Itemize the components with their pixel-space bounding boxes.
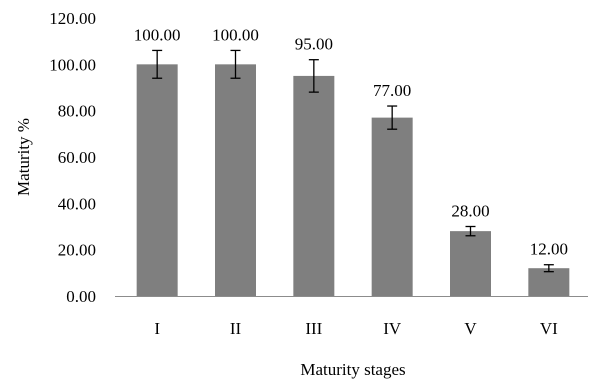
y-tick-label: 60.00 — [58, 148, 96, 167]
x-tick-label: III — [305, 319, 322, 338]
y-tick-label: 40.00 — [58, 194, 96, 213]
x-tick-label: VI — [540, 319, 558, 338]
x-tick-label: I — [154, 319, 160, 338]
bar — [293, 75, 335, 297]
x-tick-label: II — [230, 319, 242, 338]
y-tick-label: 80.00 — [58, 102, 96, 121]
data-label: 12.00 — [530, 240, 568, 259]
data-label: 95.00 — [295, 35, 333, 54]
y-axis-ticks: 0.00 20.00 40.00 60.00 80.00 100.00 120.00 — [49, 9, 96, 306]
y-tick-label: 0.00 — [66, 287, 96, 306]
y-tick-label: 120.00 — [49, 9, 96, 28]
bar — [450, 231, 491, 296]
data-labels: 100.00 100.00 95.00 77.00 28.00 12.00 — [134, 25, 568, 258]
x-axis-ticks: I II III IV V VI — [154, 319, 558, 338]
y-axis-title: Maturity % — [14, 118, 33, 196]
x-tick-label: IV — [383, 319, 402, 338]
data-label: 28.00 — [451, 202, 489, 221]
data-label: 100.00 — [212, 25, 259, 44]
bars — [136, 64, 570, 297]
x-axis-title: Maturity stages — [300, 360, 405, 379]
bar — [528, 268, 570, 296]
x-tick-label: V — [464, 319, 477, 338]
data-label: 100.00 — [134, 25, 181, 44]
y-tick-label: 100.00 — [49, 55, 96, 74]
data-label: 77.00 — [373, 81, 411, 100]
y-tick-label: 20.00 — [58, 241, 96, 260]
bar — [215, 64, 256, 296]
error-bars — [152, 49, 554, 273]
bar — [136, 64, 178, 296]
bar — [371, 117, 413, 296]
